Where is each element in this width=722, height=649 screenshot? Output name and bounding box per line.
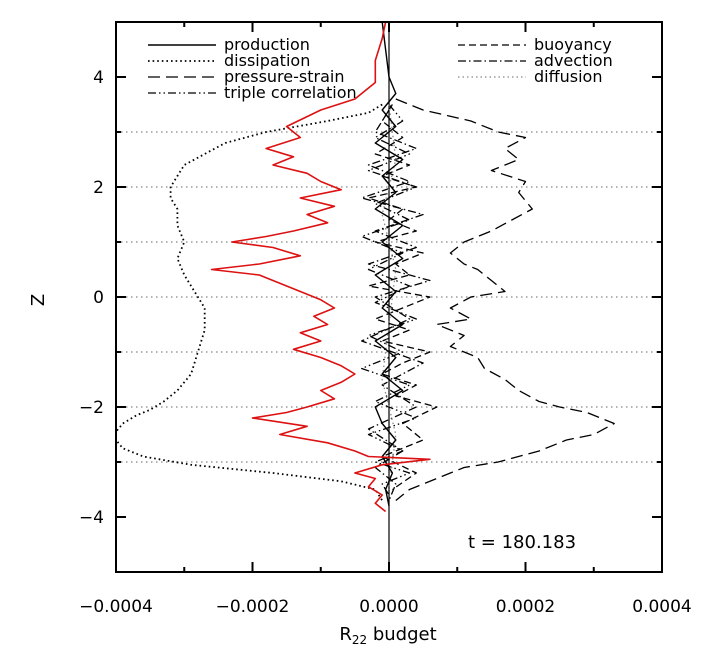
y-tick-label: −4 <box>79 508 104 528</box>
hline-grid <box>116 131 662 463</box>
series-line-advection <box>361 109 431 501</box>
x-axis-title-rest: budget <box>367 624 437 645</box>
legend-label-buoyancy: buoyancy <box>534 35 612 54</box>
legend-label-production: production <box>224 35 310 54</box>
time-annotation: t = 180.183 <box>468 532 576 553</box>
series-line-pressure-strain <box>367 104 438 491</box>
x-axis-title: R22 budget <box>339 624 436 647</box>
series-line-dissipation <box>115 103 383 501</box>
x-tick-label: 0.0004 <box>632 597 691 617</box>
series-lines <box>115 21 615 513</box>
x-axis-title-subscript: 22 <box>352 633 367 647</box>
series-line-red-profile <box>210 21 431 513</box>
series-line-buoyancy <box>395 98 615 502</box>
legend-label-advection: advection <box>534 51 613 70</box>
series-line-production <box>374 21 404 507</box>
x-axis-title-main: R <box>339 624 352 645</box>
y-tick-label: 4 <box>93 68 104 88</box>
y-tick-label: 2 <box>93 178 104 198</box>
y-tick-label: 0 <box>93 288 104 308</box>
x-tick-label: 0.0000 <box>359 597 418 617</box>
x-tick-label: −0.0004 <box>79 597 153 617</box>
y-tick-label: −2 <box>79 398 104 418</box>
legend: productiondissipationpressure-straintrip… <box>148 35 613 102</box>
legend-label-triple-correlation: triple correlation <box>224 83 357 102</box>
legend-label-pressure-strain: pressure-strain <box>224 67 344 86</box>
legend-label-dissipation: dissipation <box>224 51 310 70</box>
axis-ticks: −0.0004 −0.0002 0.0000 0.0002 0.0004 −4 −2 0 2 4 <box>79 21 692 617</box>
x-tick-label: 0.0002 <box>496 597 555 617</box>
x-tick-label: −0.0002 <box>216 597 290 617</box>
legend-label-diffusion: diffusion <box>534 67 602 86</box>
y-axis-title: Z <box>28 294 49 306</box>
